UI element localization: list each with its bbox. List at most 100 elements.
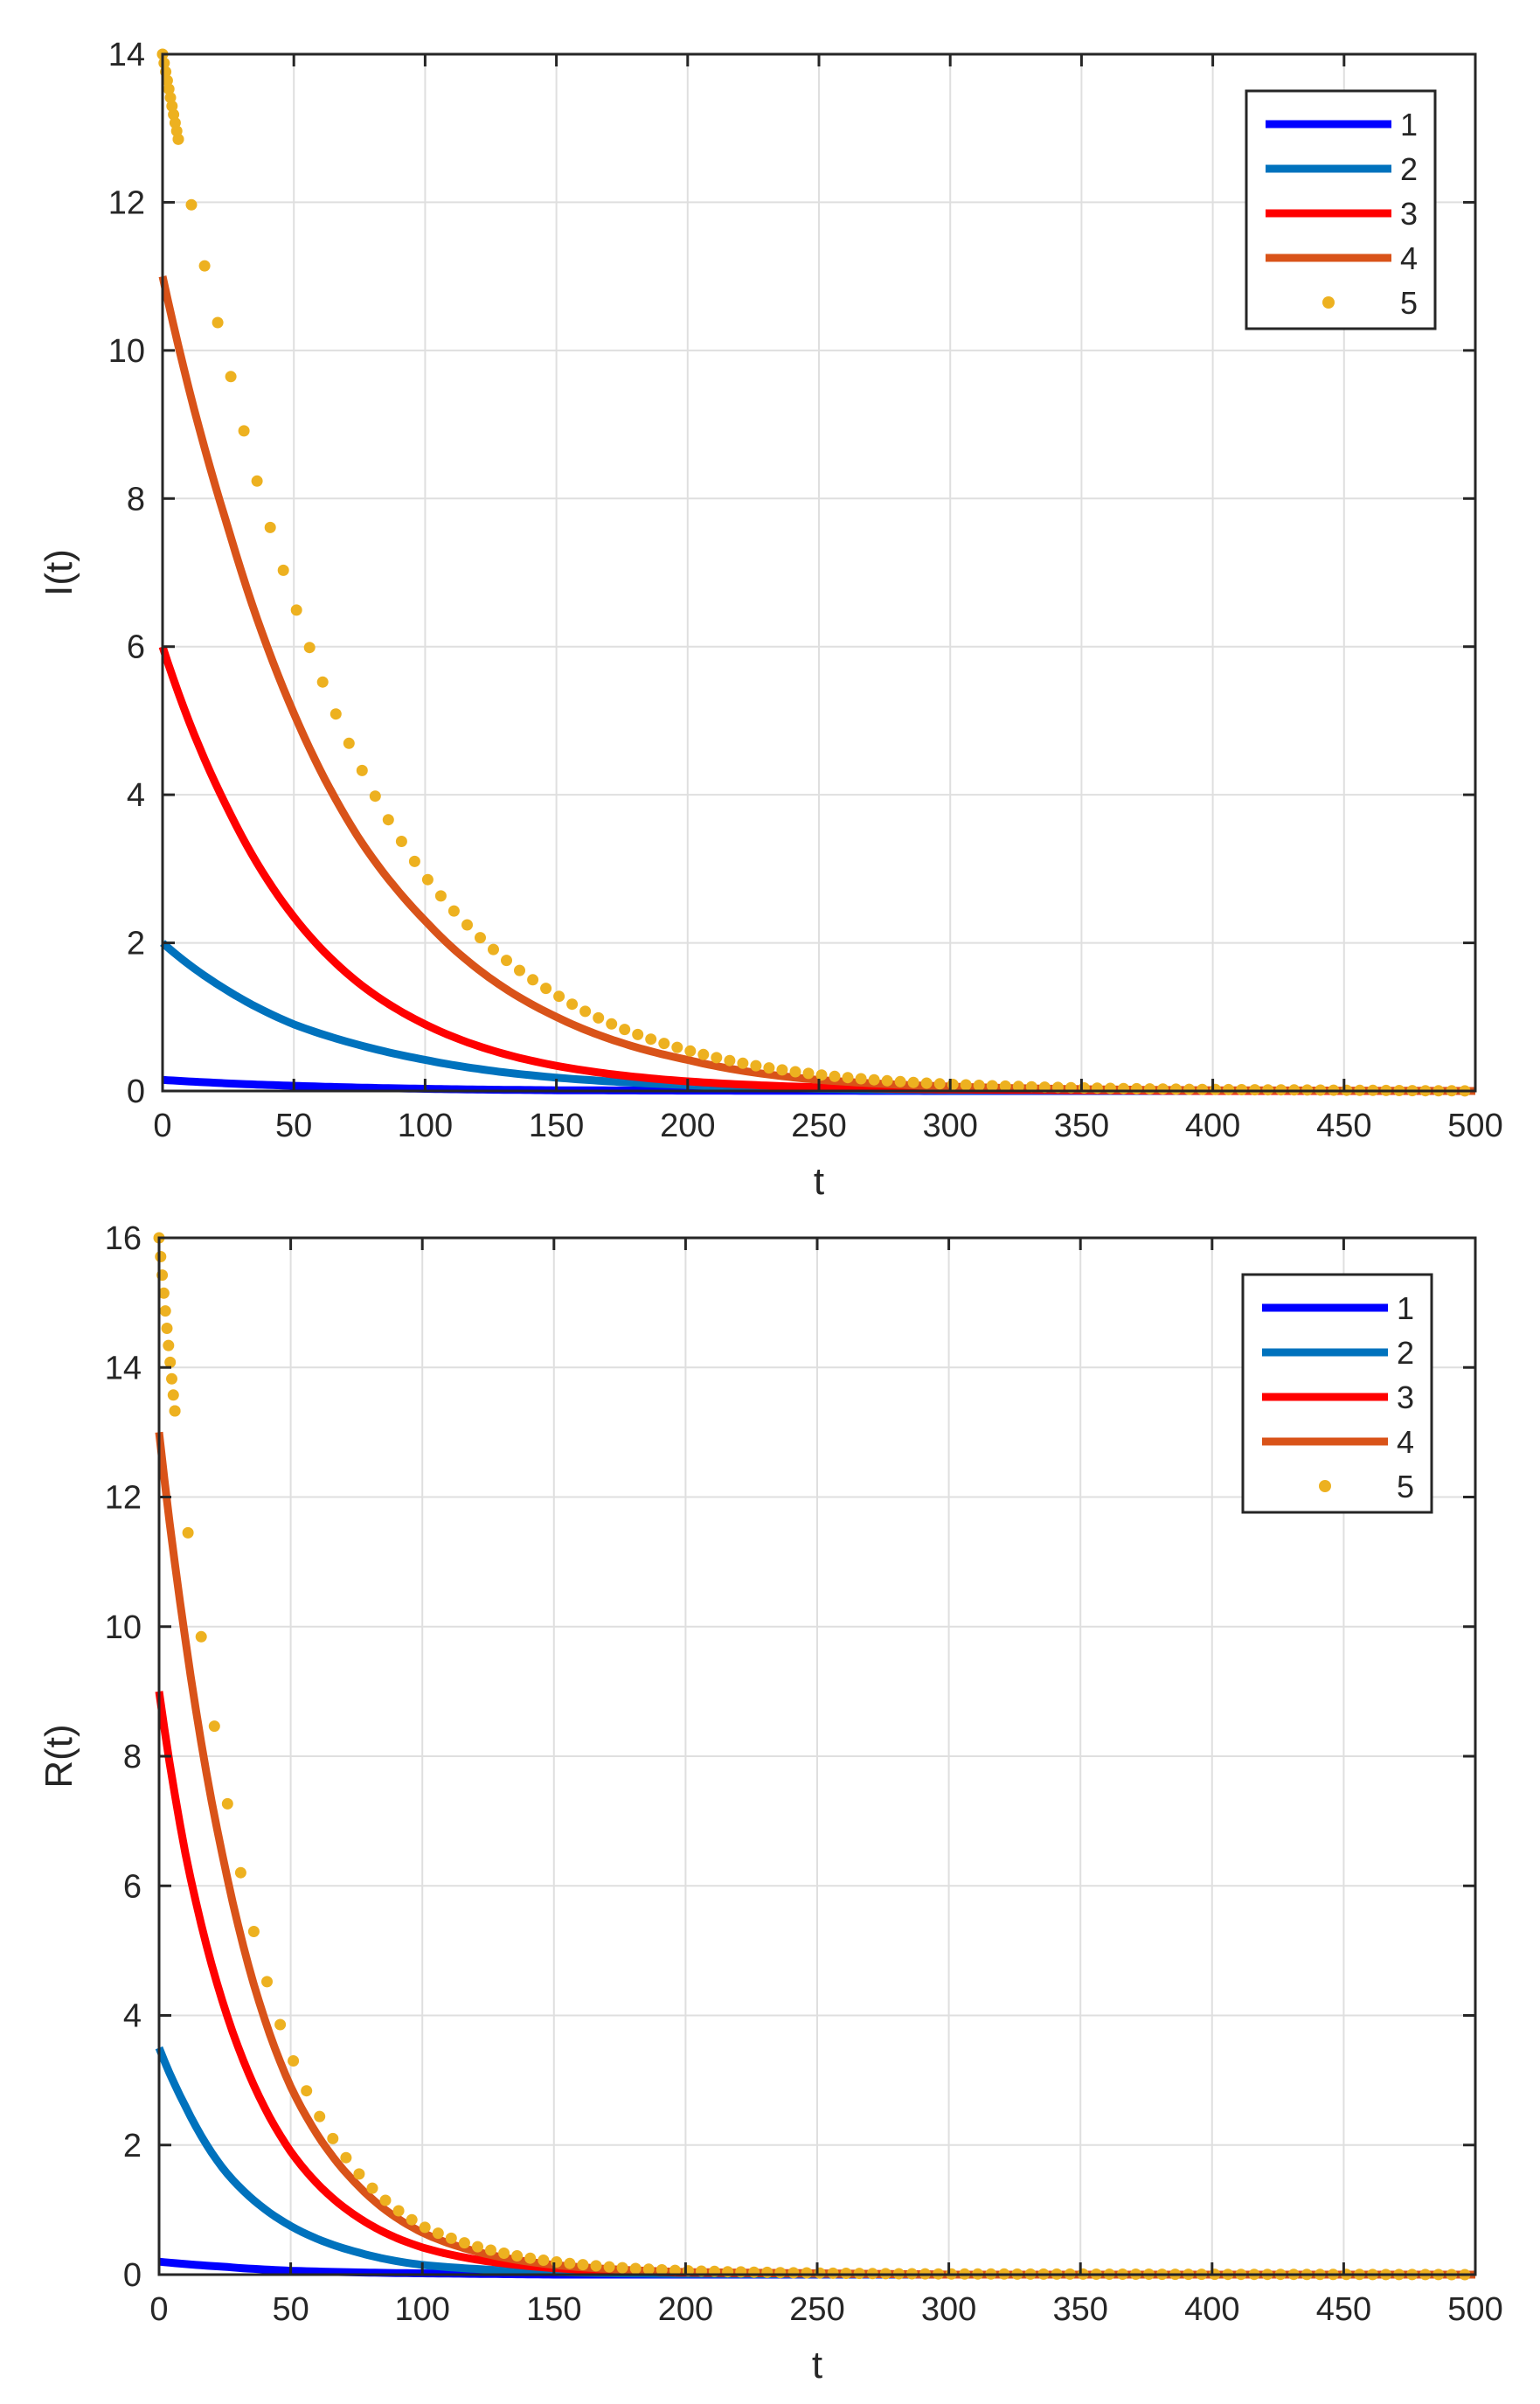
series-5-point	[264, 521, 276, 533]
series-5-point	[645, 1033, 657, 1046]
series-5-point	[801, 2267, 813, 2279]
series-5-point	[920, 1077, 933, 1089]
series-5-point	[277, 564, 289, 576]
series-5-point	[303, 642, 316, 654]
series-5-point	[251, 475, 263, 487]
series-5-point	[829, 1070, 841, 1082]
series-5-point	[947, 1079, 959, 1090]
series-5-point	[711, 1052, 723, 1064]
series-5-point	[445, 2232, 457, 2244]
series-5-point	[815, 1069, 828, 1081]
x-tick-label: 200	[658, 2291, 713, 2328]
legend-label-2: 2	[1397, 1335, 1414, 1371]
y-tick-label: 16	[105, 1220, 142, 1257]
series-5-point	[327, 2132, 339, 2144]
x-tick-label: 450	[1316, 1108, 1371, 1144]
series-5-point	[172, 133, 184, 145]
series-5-point	[461, 919, 473, 931]
x-tick-label: 350	[1052, 2291, 1107, 2328]
series-5-point	[166, 100, 178, 112]
x-tick-label: 150	[529, 1108, 584, 1144]
series-5-point	[432, 2227, 444, 2240]
series-5-point	[1025, 1080, 1037, 1093]
legend-label-1: 1	[1397, 1290, 1414, 1326]
y-tick-label: 8	[127, 481, 145, 518]
series-5-point	[787, 2267, 800, 2279]
series-5-point	[842, 1072, 854, 1084]
series-5-point	[656, 2264, 668, 2275]
series-5-point	[894, 1075, 906, 1087]
series-5-point	[789, 1066, 801, 1078]
series-5-point	[198, 260, 211, 272]
series-5-point	[538, 2255, 550, 2266]
series-5-point	[185, 198, 198, 211]
legend-swatch-5	[1319, 1480, 1331, 1492]
y-tick-label: 6	[127, 629, 145, 666]
legend: 1 2 3 4 5	[1241, 1273, 1433, 1514]
series-5-point	[408, 855, 420, 867]
x-tick-label: 50	[275, 1108, 312, 1144]
x-tick-label: 250	[791, 1108, 846, 1144]
series-5-point	[169, 1405, 181, 1417]
y-tick-label: 0	[127, 1073, 145, 1110]
series-5-point	[814, 2267, 826, 2279]
series-5-point	[1223, 1083, 1235, 1095]
series-5-point	[501, 955, 512, 967]
series-5-point	[1012, 1080, 1024, 1093]
series-5-point	[167, 1389, 179, 1401]
series-5-point	[447, 905, 460, 917]
series-5-point	[163, 83, 175, 95]
x-tick-label: 100	[394, 2291, 449, 2328]
x-tick-label: 100	[398, 1108, 453, 1144]
series-5-point	[511, 2250, 524, 2262]
series-5-point	[577, 2259, 589, 2271]
x-tick-label: 0	[153, 1108, 171, 1144]
series-5-point	[434, 890, 447, 902]
y-tick-label: 10	[105, 1609, 142, 1646]
series-5-point	[330, 708, 342, 720]
series-5-point	[684, 1045, 697, 1057]
legend-label-1: 1	[1400, 107, 1418, 142]
series-5-point	[1131, 1082, 1142, 1094]
x-tick-label: 500	[1447, 2291, 1502, 2328]
series-5-point	[163, 1339, 175, 1351]
series-5-point	[540, 983, 552, 995]
series-5-point	[593, 1011, 605, 1024]
series-5-point	[164, 92, 177, 104]
chart-panel: 0 50 100 150 200 250 300 350 400 450 5000246810121…	[38, 37, 1503, 1203]
series-5-point	[166, 1372, 177, 1385]
series-5-point	[234, 1866, 246, 1879]
series-5-point	[642, 2263, 655, 2275]
series-5-point	[301, 2085, 313, 2097]
series-5-point	[960, 1079, 972, 1091]
series-5-point	[606, 1018, 618, 1030]
series-5-point	[524, 2252, 537, 2264]
x-axis-label: t	[814, 1160, 824, 1203]
chart-panel: 0 50 100 150 200 250 300 350 400 450 5000246810121…	[38, 1220, 1503, 2387]
series-5-point	[750, 1060, 762, 1072]
series-5-point	[379, 2194, 392, 2206]
series-5-point	[1183, 1083, 1196, 1095]
series-5-point	[881, 1074, 893, 1087]
legend-swatch-5	[1322, 296, 1335, 309]
series-5-point	[669, 2264, 681, 2276]
series-5-point	[366, 2182, 378, 2194]
series-5-dots	[156, 48, 1471, 1097]
y-tick-label: 2	[127, 926, 145, 962]
legend-label-3: 3	[1397, 1379, 1414, 1415]
series-5-point	[316, 676, 329, 688]
series-5-point	[1104, 1082, 1116, 1094]
series-5-point	[868, 1073, 880, 1086]
series-5-point	[472, 2241, 483, 2253]
series-5-point	[632, 1028, 644, 1040]
legend-label-5: 5	[1400, 285, 1418, 321]
series-5-point	[421, 873, 434, 886]
series-5-point	[776, 1064, 788, 1076]
series-5-point	[907, 1076, 919, 1088]
series-5-point	[274, 2018, 287, 2031]
series-5-point	[603, 2261, 615, 2273]
x-tick-label: 450	[1316, 2291, 1371, 2328]
series-5-point	[261, 1976, 273, 1988]
series-5-point	[616, 2262, 628, 2274]
series-5-point	[247, 1926, 260, 1937]
